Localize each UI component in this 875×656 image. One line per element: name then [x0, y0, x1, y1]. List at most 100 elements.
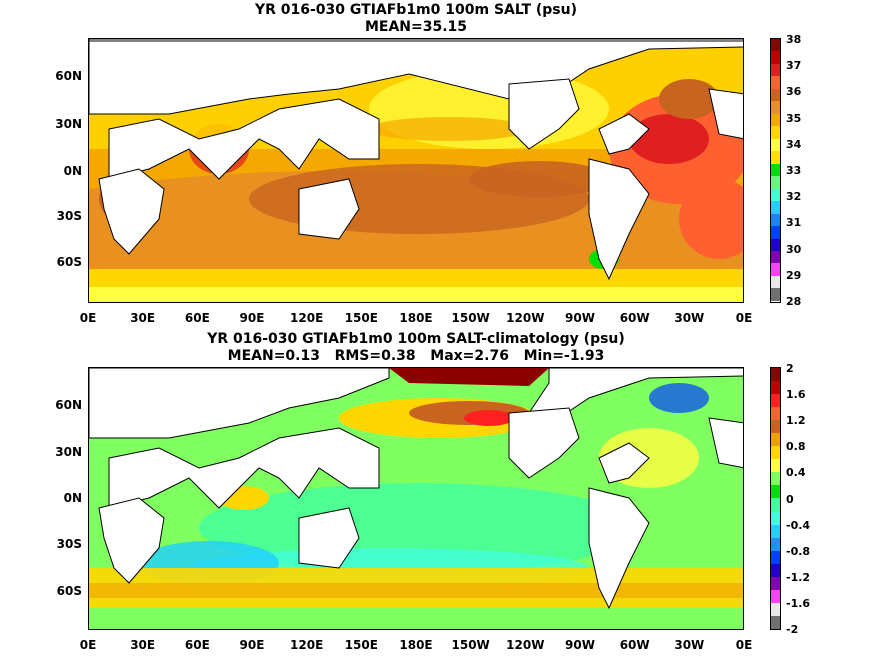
top-xtick: 150E — [344, 311, 378, 325]
colorbar-swatch — [771, 615, 780, 629]
colorbar-swatch — [771, 226, 780, 239]
top-ytick-60s: 60S — [56, 255, 82, 269]
bottom-ytick-60s: 60S — [56, 584, 82, 598]
bottom-xtick: 120E — [290, 638, 324, 652]
colorbar-label: 34 — [786, 137, 802, 151]
colorbar-swatch — [771, 550, 780, 564]
colorbar-swatch — [771, 101, 780, 114]
bottom-ytick-0n: 0N — [63, 491, 82, 505]
top-xtick: 30W — [674, 311, 705, 325]
bottom-xtick: 90E — [239, 638, 265, 652]
top-xtick: 180E — [399, 311, 433, 325]
colorbar-label: -0.4 — [786, 518, 811, 532]
colorbar-swatch — [771, 39, 780, 52]
top-map-subtitle: MEAN=35.15 — [364, 19, 468, 35]
colorbar-swatch — [771, 602, 780, 616]
colorbar-swatch — [771, 263, 780, 276]
top-xtick: 150W — [451, 311, 490, 325]
bottom-map-plot — [88, 367, 744, 630]
top-ytick-0n: 0N — [63, 164, 82, 178]
top-xtick: 60W — [619, 311, 650, 325]
colorbar-swatch — [771, 407, 780, 421]
colorbar-label: 1.2 — [786, 414, 806, 428]
colorbar-swatch — [771, 589, 780, 603]
top-xtick: 90E — [239, 311, 265, 325]
colorbar-swatch — [771, 288, 780, 301]
bottom-xtick: 30E — [130, 638, 156, 652]
colorbar-label: 32 — [786, 190, 802, 204]
colorbar-label: 0.4 — [786, 466, 806, 480]
colorbar-label: 30 — [786, 242, 802, 256]
colorbar-swatch — [771, 381, 780, 395]
top-xtick: 120E — [290, 311, 324, 325]
colorbar-swatch — [771, 433, 780, 447]
bottom-xtick: 180E — [399, 638, 433, 652]
bottom-xtick: 150W — [451, 638, 490, 652]
top-ytick-30n: 30N — [55, 117, 82, 131]
top-xtick: 0E — [735, 311, 753, 325]
top-xtick: 30E — [130, 311, 156, 325]
colorbar-swatch — [771, 576, 780, 590]
colorbar-label: 1.6 — [786, 388, 806, 402]
colorbar-swatch — [771, 76, 780, 89]
colorbar-swatch — [771, 420, 780, 434]
colorbar-label: 35 — [786, 111, 802, 125]
colorbar-swatch — [771, 511, 780, 525]
colorbar-label: 29 — [786, 268, 802, 282]
top-xtick: 90W — [565, 311, 595, 325]
bottom-colorbar — [770, 367, 781, 630]
bottom-xtick: 90W — [565, 638, 595, 652]
colorbar-label: 36 — [786, 85, 802, 99]
top-map-plot — [88, 38, 744, 303]
colorbar-label: 0 — [786, 492, 794, 506]
colorbar-swatch — [771, 394, 780, 408]
bottom-xtick: 0E — [79, 638, 97, 652]
colorbar-label: 38 — [786, 33, 802, 46]
colorbar-swatch — [771, 446, 780, 460]
top-ytick-60n: 60N — [55, 69, 82, 83]
bottom-xtick: 120W — [506, 638, 545, 652]
colorbar-swatch — [771, 88, 780, 102]
colorbar-swatch — [771, 498, 780, 512]
colorbar-swatch — [771, 151, 780, 164]
bottom-xtick: 60E — [184, 638, 210, 652]
colorbar-swatch — [771, 563, 780, 577]
bottom-map-title: YR 016-030 GTIAFb1m0 100m SALT-climatolo… — [207, 331, 625, 347]
colorbar-swatch — [771, 188, 780, 202]
colorbar-label: -1.2 — [786, 570, 811, 584]
colorbar-label: 31 — [786, 216, 802, 230]
bottom-xtick: 150E — [344, 638, 378, 652]
bottom-map-stats: MEAN=0.13 RMS=0.38 Max=2.76 Min=-1.93 — [227, 348, 605, 364]
top-xtick: 0E — [79, 311, 97, 325]
colorbar-swatch — [771, 368, 780, 382]
colorbar-label: -1.6 — [786, 596, 811, 610]
top-colorbar — [770, 38, 781, 303]
colorbar-swatch — [771, 537, 780, 551]
colorbar-swatch — [771, 113, 780, 127]
colorbar-label: -0.8 — [786, 544, 811, 558]
colorbar-swatch — [771, 163, 780, 177]
colorbar-swatch — [771, 201, 780, 214]
bottom-xtick: 30W — [674, 638, 705, 652]
colorbar-swatch — [771, 138, 780, 152]
top-xtick: 120W — [506, 311, 545, 325]
colorbar-swatch — [771, 275, 780, 289]
colorbar-label: 37 — [786, 59, 802, 73]
colorbar-label: 2 — [786, 362, 794, 375]
colorbar-label: 0.8 — [786, 440, 806, 454]
top-xtick: 60E — [184, 311, 210, 325]
colorbar-swatch — [771, 250, 780, 264]
colorbar-label: 33 — [786, 164, 802, 177]
bottom-ytick-60n: 60N — [55, 398, 82, 412]
colorbar-swatch — [771, 524, 780, 538]
bottom-xtick: 0E — [735, 638, 753, 652]
colorbar-swatch — [771, 459, 780, 473]
colorbar-swatch — [771, 238, 780, 251]
colorbar-swatch — [771, 126, 780, 139]
colorbar-label: 28 — [786, 295, 802, 308]
top-map-title: YR 016-030 GTIAFb1m0 100m SALT (psu) — [254, 2, 578, 18]
colorbar-swatch — [771, 63, 780, 77]
colorbar-swatch — [771, 176, 780, 189]
colorbar-label: -2 — [786, 623, 799, 636]
colorbar-swatch — [771, 213, 780, 227]
